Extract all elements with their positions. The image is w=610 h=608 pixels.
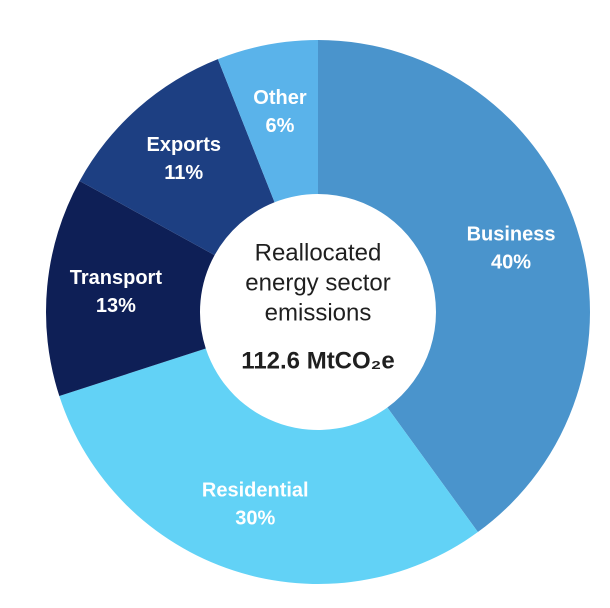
segment-value: 6% bbox=[266, 115, 295, 137]
center-total: 112.6 MtCO₂e bbox=[241, 347, 394, 374]
segment bbox=[217, 40, 318, 203]
segment-name: Transport bbox=[70, 267, 163, 289]
segment bbox=[46, 180, 215, 397]
segment-value: 13% bbox=[96, 295, 136, 317]
segment-value: 30% bbox=[235, 507, 275, 529]
segment-value: 11% bbox=[164, 162, 203, 184]
segment-name: Business bbox=[467, 224, 556, 246]
segment-name: Residential bbox=[202, 479, 309, 501]
segment bbox=[318, 40, 590, 533]
segment bbox=[59, 348, 478, 584]
segment-value: 40% bbox=[491, 252, 531, 274]
segment bbox=[79, 59, 275, 256]
segment-name: Exports bbox=[147, 134, 221, 156]
center-label: energy sector bbox=[245, 269, 390, 296]
center-label: emissions bbox=[265, 299, 372, 326]
center-label: Reallocated bbox=[255, 239, 382, 266]
segment-name: Other bbox=[253, 87, 307, 109]
